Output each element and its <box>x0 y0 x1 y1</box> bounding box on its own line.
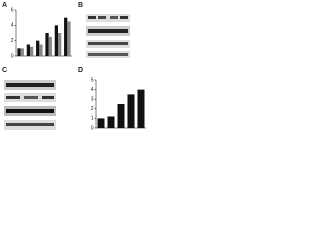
y-tick-label: 0 <box>91 125 94 131</box>
figure: A B C D 0 2 4 6 0 1 2 3 4 5 <box>2 2 146 131</box>
bar <box>67 21 71 56</box>
bar <box>36 40 40 56</box>
bar <box>20 48 24 56</box>
y-tick-label: 4 <box>11 23 14 29</box>
bar <box>17 48 21 56</box>
bar <box>54 25 58 56</box>
panel-letter: D <box>78 67 83 74</box>
bar <box>64 17 68 57</box>
bar <box>107 116 115 128</box>
bar <box>26 44 30 56</box>
y-tick-label: 2 <box>11 38 14 44</box>
panel-letter: A <box>2 2 7 9</box>
bar <box>48 36 52 56</box>
y-tick-label: 3 <box>91 97 94 103</box>
y-tick-label: 1 <box>91 116 94 122</box>
bar <box>117 104 125 128</box>
y-tick-label: 5 <box>91 77 94 83</box>
bar <box>58 33 62 56</box>
blot <box>86 14 130 58</box>
y-tick-label: 0 <box>11 53 14 59</box>
panel-letter: B <box>78 2 83 9</box>
y-tick-label: 6 <box>11 7 14 13</box>
bar <box>97 118 105 128</box>
bar <box>30 46 34 56</box>
bar <box>45 33 49 56</box>
bar <box>127 94 135 128</box>
blot <box>4 80 56 130</box>
y-tick-label: 2 <box>91 106 94 112</box>
y-tick-label: 4 <box>91 87 94 93</box>
panel-letter: C <box>2 67 7 74</box>
bar <box>39 44 43 56</box>
bar <box>137 89 145 128</box>
